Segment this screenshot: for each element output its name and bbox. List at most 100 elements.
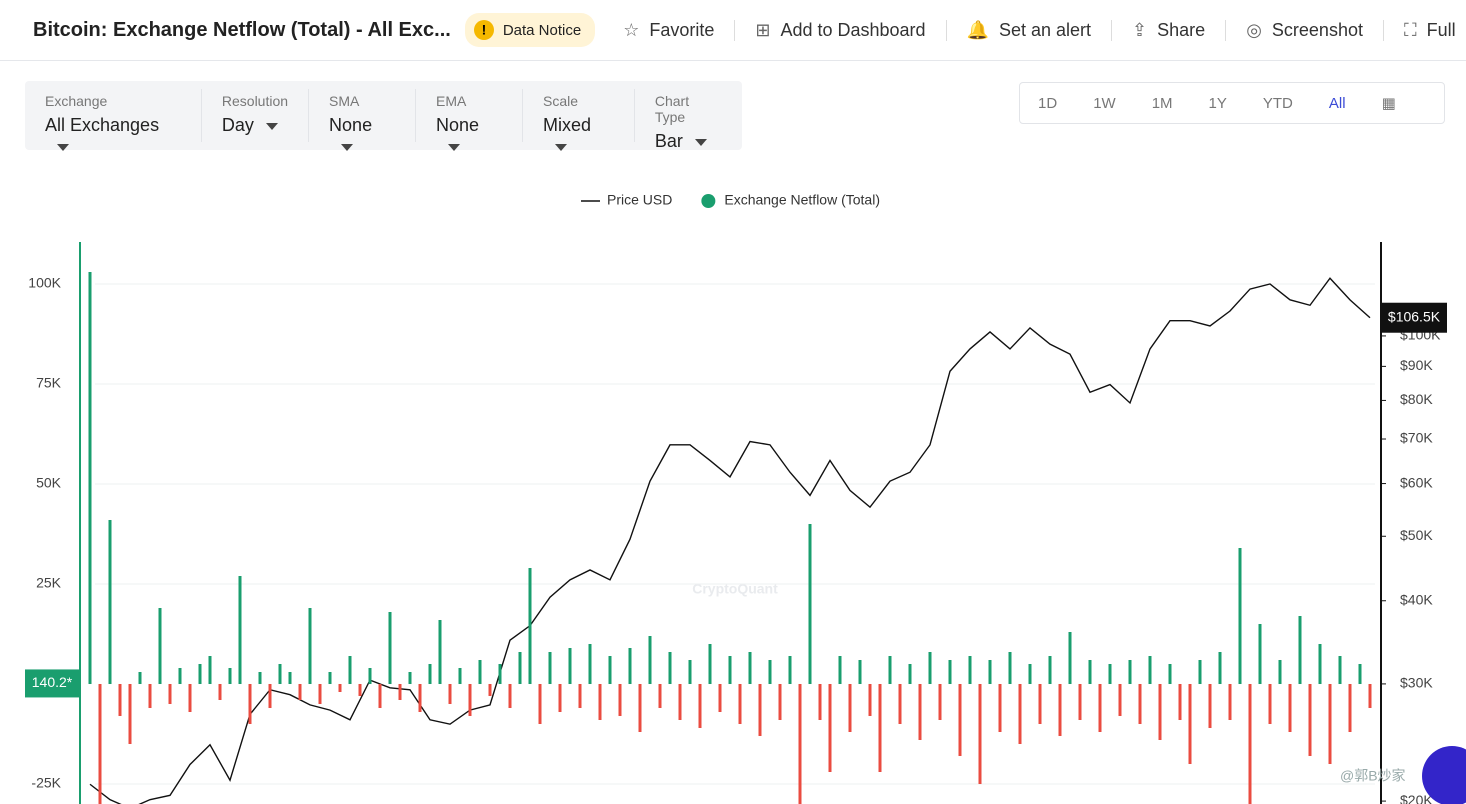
netflow-bar xyxy=(518,652,522,684)
netflow-bar xyxy=(478,660,482,684)
control-label: Resolution xyxy=(221,93,289,109)
chat-bubble xyxy=(1422,746,1466,804)
netflow-bar xyxy=(908,664,912,684)
control[interactable]: Scale Mixed xyxy=(523,89,635,142)
controls-panel: Exchange All Exchanges Resolution Day SMA Non… xyxy=(25,81,742,151)
netflow-bar xyxy=(288,672,292,684)
data-notice[interactable]: ! Data Notice xyxy=(464,13,596,47)
action-button[interactable]: ⇪ Share xyxy=(1112,19,1227,41)
control[interactable]: SMA None xyxy=(309,89,417,142)
netflow-bar xyxy=(528,568,532,684)
netflow-bar xyxy=(1008,652,1012,684)
y-tick-label: 25K xyxy=(36,575,62,591)
netflow-bar xyxy=(178,668,182,684)
control[interactable]: Exchange All Exchanges xyxy=(25,89,202,142)
netflow-tag xyxy=(25,669,80,698)
netflow-bar xyxy=(1198,660,1202,684)
netflow-bar xyxy=(158,608,162,684)
netflow-bar xyxy=(1318,644,1322,684)
action-label: Full xyxy=(1426,19,1456,40)
control[interactable]: Chart Type Bar xyxy=(635,89,742,151)
netflow-tag-label: 140.2* xyxy=(32,674,73,690)
netflow-bar xyxy=(778,684,782,720)
control-value: None xyxy=(329,115,395,157)
netflow-bar xyxy=(818,684,822,720)
netflow-bar xyxy=(208,656,212,684)
netflow-bar xyxy=(198,664,202,684)
range-button[interactable]: 1Y xyxy=(1208,94,1227,112)
netflow-bar xyxy=(138,672,142,684)
netflow-bar xyxy=(498,664,502,684)
netflow-bar xyxy=(238,576,242,684)
action-label: Screenshot xyxy=(1271,19,1363,40)
netflow-bar xyxy=(488,684,492,696)
legend-label: Exchange Netflow (Total) xyxy=(724,192,880,208)
netflow-bar xyxy=(988,660,992,684)
netflow-bar xyxy=(148,684,152,708)
y-tick-label: 75K xyxy=(36,375,62,391)
control[interactable]: Resolution Day xyxy=(202,89,310,142)
netflow-bar xyxy=(608,656,612,684)
netflow-bar xyxy=(88,272,92,684)
netflow-bar xyxy=(668,652,672,684)
range-button[interactable]: All xyxy=(1328,94,1346,112)
action-icon: ⇪ xyxy=(1132,19,1148,40)
action-icon: ◎ xyxy=(1246,19,1262,40)
netflow-bar xyxy=(228,668,232,684)
svg-text:!: ! xyxy=(481,22,486,38)
netflow-bar xyxy=(1118,684,1122,716)
netflow-bar xyxy=(738,684,742,724)
netflow-bar xyxy=(598,684,602,720)
page-title: Bitcoin: Exchange Netflow (Total) - All … xyxy=(33,18,451,41)
netflow-bar xyxy=(408,672,412,684)
netflow-bar xyxy=(1238,548,1242,684)
action-label: Favorite xyxy=(649,19,715,40)
action-button[interactable]: ⊞ Add to Dashboard xyxy=(735,19,947,41)
netflow-bar xyxy=(558,684,562,712)
netflow-bar xyxy=(358,684,362,696)
netflow-bar xyxy=(958,684,962,756)
action-button[interactable]: ☆ Favorite xyxy=(603,19,736,41)
control-label: Scale xyxy=(542,93,579,109)
range-button[interactable]: YTD xyxy=(1262,94,1293,112)
netflow-bar xyxy=(418,684,422,712)
netflow-bar xyxy=(258,672,262,684)
price-tag-label: $106.5K xyxy=(1388,308,1441,324)
netflow-bar xyxy=(348,656,352,684)
action-icon: ⊞ xyxy=(755,19,771,40)
netflow-bar xyxy=(1358,664,1362,684)
actions: ☆ Favorite ⊞ Add to Dashboard 🔔 Set an alert ⇪… xyxy=(603,19,1466,41)
netflow-bar xyxy=(638,684,642,732)
netflow-bar xyxy=(568,648,572,684)
netflow-bar xyxy=(828,684,832,772)
netflow-bar xyxy=(718,684,722,712)
action-button[interactable]: ◎ Screenshot xyxy=(1226,19,1384,41)
y-tick-label: -25K xyxy=(31,775,61,791)
range-button[interactable]: 1W xyxy=(1093,94,1116,112)
netflow-bar xyxy=(1188,684,1192,764)
netflow-bar xyxy=(1098,684,1102,732)
legend-dot xyxy=(701,194,716,208)
netflow-bar xyxy=(658,684,662,708)
range-button[interactable]: 1M xyxy=(1151,94,1173,112)
netflow-bar xyxy=(168,684,172,704)
calendar-icon[interactable]: ▦ xyxy=(1381,95,1396,112)
control-value: Day xyxy=(222,115,288,136)
netflow-bar xyxy=(388,612,392,684)
action-button[interactable]: 🔔 Set an alert xyxy=(947,19,1113,41)
netflow-bar xyxy=(128,684,132,744)
netflow-bar xyxy=(308,608,312,684)
plot-area xyxy=(88,272,1372,804)
control-label: Chart Type xyxy=(654,93,690,125)
range-button[interactable]: 1D xyxy=(1038,94,1058,112)
netflow-bar xyxy=(1128,660,1132,684)
netflow-bar xyxy=(268,684,272,708)
netflow-bar xyxy=(858,660,862,684)
netflow-bar xyxy=(648,636,652,684)
action-button[interactable]: ⛶ Full xyxy=(1384,20,1466,41)
netflow-bar xyxy=(578,684,582,708)
netflow-bar xyxy=(1368,684,1372,708)
control[interactable]: EMA None xyxy=(416,89,523,142)
legend-label: Price USD xyxy=(607,192,672,208)
